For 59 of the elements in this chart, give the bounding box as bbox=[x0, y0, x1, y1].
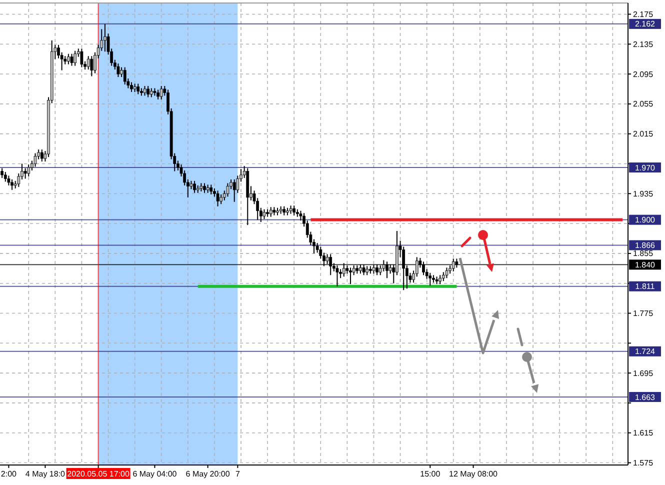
candlestick bbox=[70, 53, 74, 66]
candlestick bbox=[7, 175, 10, 186]
candlestick bbox=[428, 272, 432, 286]
y-tick-label: 1.855 bbox=[633, 249, 654, 258]
candlestick bbox=[210, 184, 213, 195]
candlestick bbox=[136, 83, 140, 95]
candlestick bbox=[193, 180, 196, 194]
ref-line-label: 1.900 bbox=[634, 216, 656, 225]
ref-line-label: 1.840 bbox=[634, 260, 656, 270]
candlestick bbox=[445, 267, 448, 279]
candlestick bbox=[4, 171, 7, 182]
y-tick-label: 1.695 bbox=[633, 368, 654, 378]
x-tick-label: 7 bbox=[235, 469, 240, 478]
y-tick-label: 1.615 bbox=[633, 428, 654, 438]
ref-line-label: 1.724 bbox=[634, 347, 656, 356]
ref-line-label: 1.663 bbox=[634, 392, 656, 402]
candlestick bbox=[116, 63, 120, 78]
y-tick-label: 2.175 bbox=[633, 10, 654, 20]
candlestick bbox=[203, 182, 206, 194]
y-tick-label: 2.015 bbox=[633, 130, 654, 139]
candlestick bbox=[66, 53, 70, 65]
candlestick bbox=[0, 168, 4, 178]
candlestick bbox=[123, 66, 126, 85]
ref-line-label: 1.811 bbox=[635, 282, 656, 292]
candlestick bbox=[40, 149, 44, 162]
y-tick-label: 2.135 bbox=[633, 40, 654, 49]
candlestick bbox=[10, 178, 14, 190]
candlestick bbox=[74, 50, 77, 66]
candlestick bbox=[220, 194, 223, 205]
candlestick bbox=[349, 267, 352, 285]
candlestick bbox=[146, 85, 150, 98]
candlestick bbox=[24, 168, 27, 180]
x-tick-label: 6 May 20:00 bbox=[186, 469, 230, 478]
candlestick bbox=[130, 82, 133, 92]
x-tick-label: 4 May 18:0 bbox=[25, 469, 66, 478]
x-tick-label: 12 May 08:00 bbox=[449, 469, 498, 478]
candlestick bbox=[120, 66, 123, 78]
ref-line-label: 2.162 bbox=[634, 20, 656, 29]
ref-line-label: 1.970 bbox=[634, 163, 656, 172]
candlestick bbox=[232, 178, 236, 202]
y-tick-label: 2.095 bbox=[633, 70, 654, 79]
candlestick bbox=[143, 85, 146, 96]
candlestick bbox=[86, 56, 90, 70]
candlestick bbox=[80, 48, 84, 68]
candlestick bbox=[269, 206, 272, 218]
candlestick bbox=[262, 208, 266, 220]
x-tick-label: 15:00 bbox=[420, 469, 441, 478]
y-tick-label: 1.935 bbox=[633, 189, 654, 198]
candlestick bbox=[90, 56, 94, 77]
candlestick bbox=[156, 89, 160, 100]
y-tick-label: 1.775 bbox=[633, 309, 654, 318]
x-tick-label: 2:00 bbox=[0, 469, 18, 478]
ref-line-label: 1.866 bbox=[634, 241, 656, 250]
candlestick bbox=[216, 190, 220, 207]
y-tick-label: 1.575 bbox=[633, 458, 654, 468]
y-tick-label: 2.055 bbox=[633, 100, 654, 109]
x-tick-label: 6 May 04:00 bbox=[132, 469, 178, 478]
candlestick bbox=[292, 205, 296, 216]
x-tick-label: 2020.05.05 17:00 bbox=[67, 469, 130, 478]
